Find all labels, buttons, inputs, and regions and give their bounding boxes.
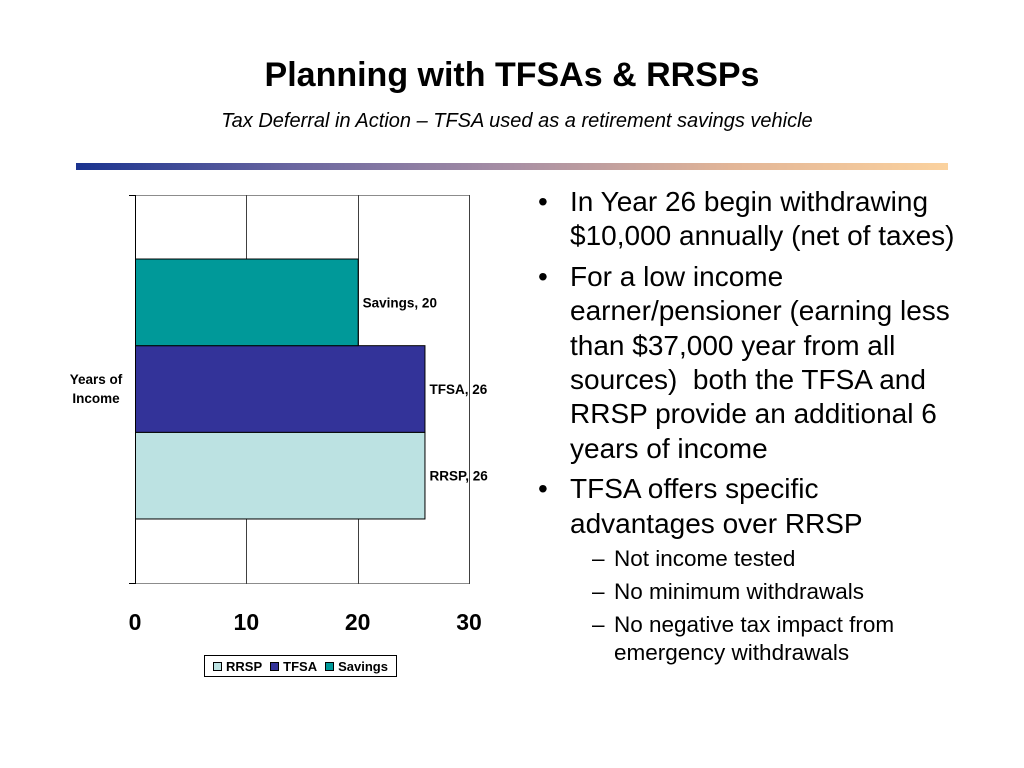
bar-savings: [135, 258, 359, 347]
sub-bullet-text: No negative tax impact from emergency wi…: [614, 612, 901, 666]
legend-label-tfsa: TFSA: [283, 658, 318, 674]
bullet-item: • For a low income earner/pensioner (ear…: [530, 260, 970, 466]
bullet-text: For a low income earner/pensioner (earni…: [570, 260, 958, 464]
bar-rrsp: [135, 431, 426, 520]
bullet-dot: •: [538, 260, 548, 292]
legend-item-savings: Savings: [325, 660, 388, 673]
bullet-dot: •: [538, 473, 548, 505]
x-tick-label: 0: [129, 609, 142, 635]
legend-label-savings: Savings: [338, 658, 388, 674]
bullet-text: In Year 26 begin withdrawing $10,000 ann…: [570, 186, 955, 252]
sub-bullet-item: – No minimum withdrawals: [530, 578, 970, 606]
sub-bullet-dash: –: [592, 546, 605, 572]
bullet-text: TFSA offers specific advantages over RRS…: [570, 473, 863, 539]
sub-bullet-dash: –: [592, 612, 605, 638]
bullet-dot: •: [538, 186, 548, 217]
sub-bullet-text: Not income tested: [614, 546, 796, 572]
data-label-rrsp: RRSP, 26: [429, 469, 488, 484]
x-tick-label: 30: [456, 609, 482, 635]
sub-bullet-item: – Not income tested: [530, 545, 970, 573]
bullet-item: • TFSA offers specific advantages over R…: [530, 472, 970, 541]
legend-item-rrsp: RRSP: [213, 660, 262, 673]
sub-bullet-item: – No negative tax impact from emergency …: [530, 611, 970, 667]
horizontal-bar-chart: 0 10 20 30 RRSP, 26 TFSA, 26 Savings, 20: [129, 195, 488, 635]
data-label-savings: Savings, 20: [363, 295, 437, 310]
slide-subtitle: Tax Deferral in Action – TFSA used as a …: [221, 110, 813, 132]
legend-swatch-savings: [325, 661, 335, 671]
x-tick-label: 10: [234, 609, 260, 635]
data-label-tfsa: TFSA, 26: [429, 382, 487, 397]
bar-tfsa: [135, 345, 426, 433]
sub-bullet-list: – Not income tested – No minimum withdra…: [530, 545, 970, 667]
chart-legend: RRSP TFSA Savings: [204, 655, 397, 677]
accent-gradient-bar: [76, 163, 948, 170]
legend-swatch-tfsa: [270, 661, 280, 671]
legend-swatch-rrsp: [213, 661, 223, 671]
bullet-list: • In Year 26 begin withdrawing $10,000 a…: [530, 185, 970, 672]
y-category-label: Years of Income: [69, 372, 123, 406]
slide-title: Planning with TFSAs & RRSPs: [264, 56, 760, 94]
x-tick-label: 20: [345, 609, 371, 635]
legend-label-rrsp: RRSP: [226, 658, 263, 674]
sub-bullet-text: No minimum withdrawals: [614, 579, 865, 605]
bullet-item: • In Year 26 begin withdrawing $10,000 a…: [530, 185, 970, 254]
sub-bullet-dash: –: [592, 579, 605, 605]
legend-item-tfsa: TFSA: [270, 660, 317, 673]
